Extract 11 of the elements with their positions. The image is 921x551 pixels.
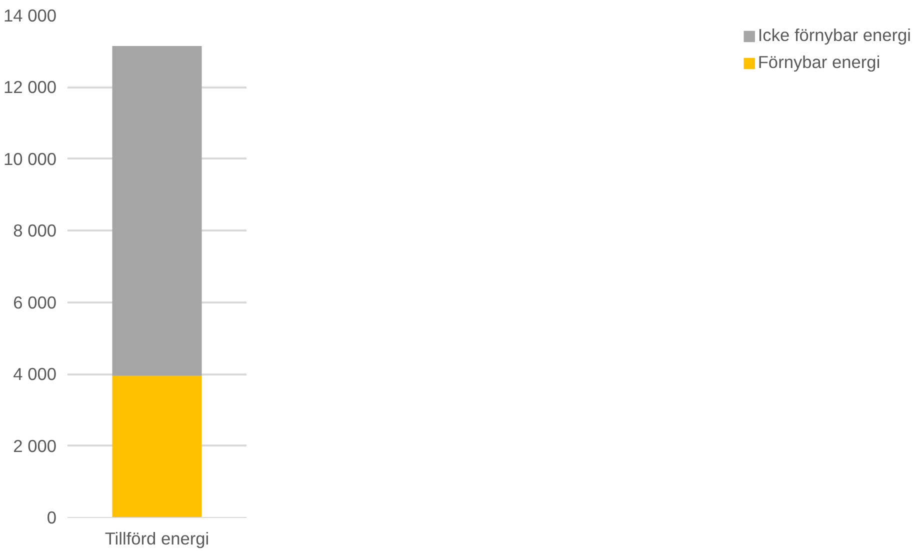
y-tick-label: 4 000	[13, 364, 57, 384]
y-tick-label: 8 000	[13, 220, 57, 241]
x-tick-label: Tillförd energi	[104, 528, 210, 548]
y-tick-label: 10 000	[4, 148, 56, 169]
y-tick-label: 0	[46, 508, 57, 528]
y-tick-label: 6 000	[13, 292, 57, 312]
y-tick-label: 12 000	[4, 77, 56, 98]
legend-label: Icke förnybar energi	[758, 25, 911, 46]
legend-label: Förnybar energi	[758, 52, 882, 73]
y-tick-label: 2 000	[13, 436, 57, 456]
y-tick-label: 14 000	[4, 6, 56, 26]
